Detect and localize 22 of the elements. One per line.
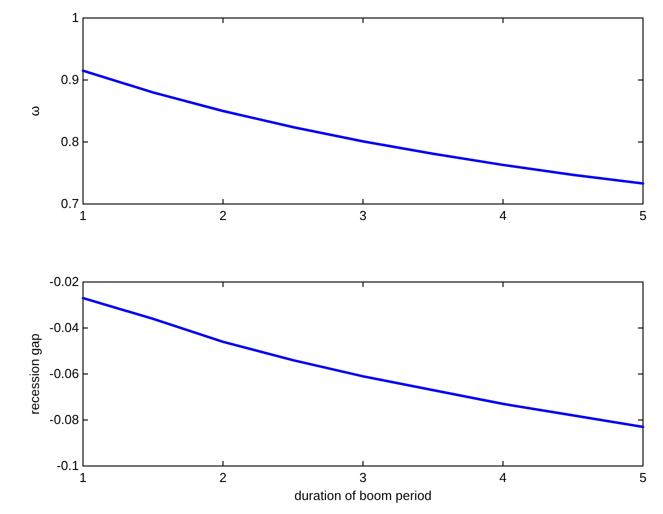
y-tick-label: 1 [72,10,79,25]
y-tick-label: 0.7 [60,196,79,211]
y-tick-label: 0.9 [60,72,79,87]
x-tick-label: 3 [359,470,367,485]
x-tick-label: 4 [499,470,507,485]
x-axis-title: duration of boom period [294,488,432,503]
x-tick-label: 4 [499,208,507,223]
x-tick-label: 5 [639,208,647,223]
x-tick-label: 5 [639,470,647,485]
y-tick-label: -0.08 [49,412,79,427]
x-tick-label: 2 [219,208,227,223]
x-tick-label: 2 [219,470,227,485]
line-series [82,69,644,185]
y-tick-label: -0.02 [49,274,79,289]
y-tick-label: -0.1 [56,458,79,473]
y-axis-title: recession gap [27,334,42,414]
y-tick-label: -0.04 [49,320,79,335]
y-tick-label: -0.06 [49,366,79,381]
y-tick-label: 0.8 [60,134,79,149]
x-tick-label: 3 [359,208,367,223]
line-series [82,296,644,428]
y-axis-title: ω [27,106,42,116]
